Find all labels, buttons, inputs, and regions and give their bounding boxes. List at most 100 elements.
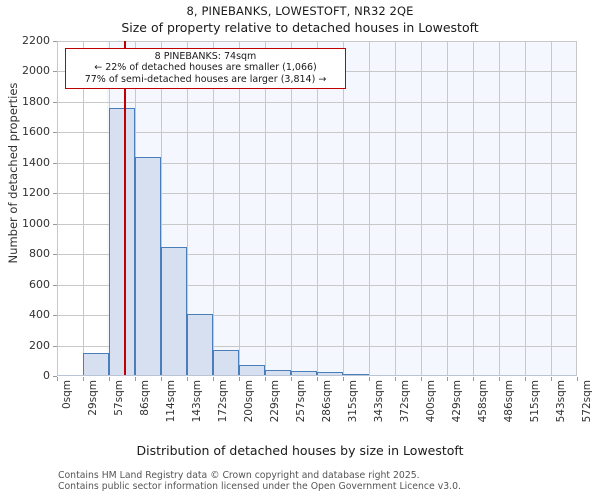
histogram-bar <box>109 108 135 376</box>
x-axis-tick-label: 114sqm <box>165 380 177 423</box>
x-axis-tick-mark <box>343 377 344 381</box>
gridline-vertical <box>551 41 552 376</box>
y-axis-tick-mark <box>53 223 57 225</box>
x-axis-line <box>57 374 577 376</box>
y-axis-tick-label: 1000 <box>22 216 50 230</box>
x-axis-tick-label: 29sqm <box>87 380 99 416</box>
gridline-vertical <box>83 41 84 376</box>
x-axis-tick-label: 86sqm <box>139 380 151 416</box>
y-axis-tick-mark <box>53 254 57 256</box>
histogram-bar <box>83 353 109 376</box>
x-axis-title: Distribution of detached houses by size … <box>136 443 464 458</box>
x-axis-tick-label: 343sqm <box>373 380 385 423</box>
histogram-bar <box>291 371 317 376</box>
gridline-vertical <box>187 41 188 376</box>
y-axis-tick-mark <box>53 71 57 73</box>
y-axis-tick-label: 200 <box>29 338 50 352</box>
y-axis-tick-mark <box>53 162 57 164</box>
annotation-line-3: 77% of semi-detached houses are larger (… <box>84 73 327 85</box>
gridline-vertical <box>525 41 526 376</box>
y-axis-tick-mark <box>53 193 57 195</box>
histogram-bar <box>187 313 213 376</box>
gridline-vertical <box>447 41 448 376</box>
x-axis-tick-mark <box>265 377 266 381</box>
x-axis-tick-label: 486sqm <box>503 380 515 423</box>
y-axis-title: Number of detached properties <box>6 82 20 264</box>
x-axis-tick-mark <box>577 377 578 381</box>
y-axis-tick-mark <box>53 101 57 103</box>
gridline-vertical <box>213 41 214 376</box>
y-axis-tick-label: 0 <box>43 369 50 382</box>
x-axis-tick-mark <box>421 377 422 381</box>
annotation-line-2: ← 22% of detached houses are smaller (1,… <box>94 62 317 74</box>
x-axis-tick-mark <box>395 377 396 381</box>
histogram-bar <box>265 369 291 376</box>
footer-line-2: Contains public sector information licen… <box>58 481 461 492</box>
y-axis-tick-mark <box>53 345 57 347</box>
annotation-box: 8 PINEBANKS: 74sqm ← 22% of detached hou… <box>65 48 346 90</box>
gridline-vertical <box>343 41 344 376</box>
x-axis-tick-label: 543sqm <box>555 380 567 423</box>
histogram-bar <box>161 246 187 376</box>
gridline-vertical <box>395 41 396 376</box>
x-axis-tick-label: 515sqm <box>529 380 541 423</box>
x-axis-tick-mark <box>369 377 370 381</box>
y-axis-spine <box>57 41 58 376</box>
x-axis-tick-label: 200sqm <box>243 380 255 423</box>
plot-area <box>57 41 577 376</box>
gridline-vertical <box>239 41 240 376</box>
y-axis-tick-label: 800 <box>29 247 50 261</box>
x-axis-tick-mark <box>447 377 448 381</box>
gridline-vertical <box>265 41 266 376</box>
y-axis-tick-label: 2200 <box>22 34 50 47</box>
footer-attribution: Contains HM Land Registry data © Crown c… <box>58 470 588 492</box>
gridline-vertical <box>317 41 318 376</box>
x-axis-tick-label: 286sqm <box>321 380 333 423</box>
y-axis-tick-label: 1800 <box>22 94 50 108</box>
x-axis-tick-label: 172sqm <box>217 380 229 423</box>
x-axis-tick-label: 57sqm <box>113 380 125 416</box>
y-axis-tick-label: 1200 <box>22 186 50 200</box>
x-axis-tick-label: 0sqm <box>61 380 73 410</box>
x-axis-tick-label: 257sqm <box>295 380 307 423</box>
x-axis-tick-mark <box>187 377 188 381</box>
x-axis-tick-label: 229sqm <box>269 380 281 423</box>
y-axis-tick-label: 1400 <box>22 155 50 169</box>
gridline-vertical <box>499 41 500 376</box>
gridline-vertical <box>291 41 292 376</box>
x-axis-tick-mark <box>291 377 292 381</box>
y-axis-tick-label: 600 <box>29 277 50 291</box>
y-axis-tick-label: 1600 <box>22 125 50 139</box>
gridline-vertical <box>576 41 577 376</box>
x-axis-tick-mark <box>499 377 500 381</box>
marker-line <box>124 41 126 376</box>
gridline-vertical <box>369 41 370 376</box>
histogram-bar <box>317 372 343 376</box>
plot-background-left-blank <box>57 41 107 376</box>
x-axis-tick-mark <box>213 377 214 381</box>
page-title: 8, PINEBANKS, LOWESTOFT, NR32 2QE <box>186 4 414 18</box>
x-axis-tick-label: 143sqm <box>191 380 203 423</box>
x-axis-tick-mark <box>83 377 84 381</box>
histogram-bar <box>239 364 265 376</box>
y-axis-tick-mark <box>53 376 57 377</box>
x-axis-tick-mark <box>551 377 552 381</box>
x-axis-tick-label: 572sqm <box>581 380 593 423</box>
x-axis-tick-mark <box>161 377 162 381</box>
x-axis-tick-mark <box>57 377 58 381</box>
y-axis-tick-mark <box>53 315 57 317</box>
x-axis-tick-mark <box>317 377 318 381</box>
y-axis-tick-label: 2000 <box>22 64 50 78</box>
x-axis-tick-mark <box>135 377 136 381</box>
annotation-line-1: 8 PINEBANKS: 74sqm <box>154 51 257 62</box>
x-axis-tick-label: 372sqm <box>399 380 411 423</box>
y-axis-tick-mark <box>53 284 57 286</box>
y-axis-tick-mark <box>53 132 57 134</box>
x-axis-tick-label: 429sqm <box>451 380 463 423</box>
x-axis-tick-label: 458sqm <box>477 380 489 423</box>
y-axis-tick-label: 400 <box>29 308 50 322</box>
gridline-vertical <box>473 41 474 376</box>
gridline-vertical <box>421 41 422 376</box>
x-axis-tick-mark <box>109 377 110 381</box>
